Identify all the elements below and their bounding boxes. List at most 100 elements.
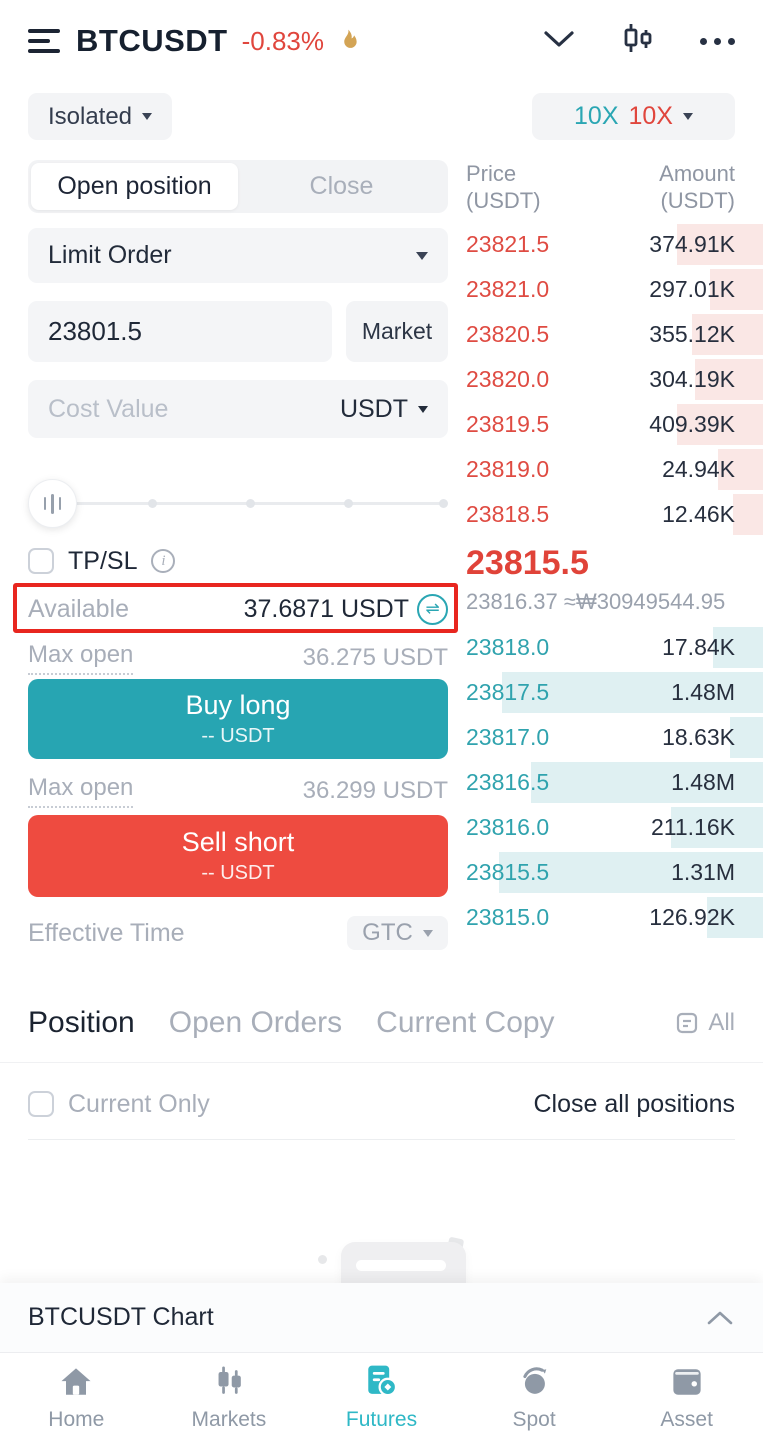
chevron-down-icon xyxy=(682,113,693,120)
slider-handle[interactable] xyxy=(28,479,77,528)
leverage-short-value: 10X xyxy=(628,102,673,130)
cost-input[interactable]: Cost Value USDT xyxy=(28,380,448,438)
list-icon xyxy=(677,1012,698,1034)
depth-bar xyxy=(531,762,763,803)
buy-long-label: Buy long xyxy=(185,690,291,720)
margin-mode-label: Isolated xyxy=(47,102,133,130)
bid-amount: 1.48M xyxy=(671,769,735,795)
tpsl-checkbox[interactable] xyxy=(28,548,54,574)
depth-bar xyxy=(670,807,763,848)
order-type-select[interactable]: Limit Order xyxy=(28,228,448,283)
tpsl-label: TP/SL xyxy=(68,546,138,575)
bid-row[interactable]: 23818.0 17.84K xyxy=(466,625,763,670)
ask-price: 23819.5 xyxy=(466,411,550,437)
amount-slider[interactable] xyxy=(28,479,448,529)
effective-time-label: Effective Time xyxy=(28,918,185,947)
ask-amount: 355.12K xyxy=(649,321,735,347)
home-icon xyxy=(61,1367,91,1395)
asset-wallet-icon xyxy=(673,1368,701,1395)
more-menu-icon[interactable] xyxy=(700,37,735,45)
ask-row[interactable]: 23821.0 297.01K xyxy=(466,267,763,312)
max-open-long-value: 36.275 USDT xyxy=(302,644,448,671)
bid-amount: 211.16K xyxy=(651,814,735,840)
effective-time-select[interactable]: GTC xyxy=(347,916,448,950)
ask-row[interactable]: 23821.5 374.91K xyxy=(466,222,763,267)
sell-short-button[interactable]: Sell short -- USDT xyxy=(28,815,448,897)
ask-row[interactable]: 23819.0 24.94K xyxy=(466,447,763,492)
ask-row[interactable]: 23820.0 304.19K xyxy=(466,357,763,402)
nav-home[interactable]: Home xyxy=(0,1353,153,1440)
bid-row[interactable]: 23815.5 1.31M xyxy=(466,850,763,895)
bid-row[interactable]: 23817.5 1.48M xyxy=(466,670,763,715)
decoration-dot xyxy=(318,1255,327,1264)
close-all-positions-button[interactable]: Close all positions xyxy=(533,1089,736,1118)
buy-long-button[interactable]: Buy long -- USDT xyxy=(28,679,448,759)
index-price: 23816.37 ≈₩30949544.95 xyxy=(466,589,726,614)
last-price: 23815.5 xyxy=(466,544,589,582)
nav-label: Asset xyxy=(660,1407,713,1431)
chevron-up-icon[interactable] xyxy=(705,1309,735,1327)
bid-price: 23816.0 xyxy=(466,814,550,840)
bid-row[interactable]: 23816.5 1.48M xyxy=(466,760,763,805)
ask-price: 23819.0 xyxy=(466,456,550,482)
depth-bar xyxy=(706,897,763,938)
nav-asset[interactable]: Asset xyxy=(610,1353,763,1440)
leverage-long-value: 10X xyxy=(574,102,619,130)
collapse-chevron-icon[interactable] xyxy=(542,29,576,54)
depth-bar xyxy=(730,717,763,758)
tab-close[interactable]: Close xyxy=(309,172,374,200)
slider-tick[interactable] xyxy=(344,499,353,508)
bid-amount: 17.84K xyxy=(662,634,735,660)
depth-bar xyxy=(694,359,763,400)
tab-position[interactable]: Position xyxy=(28,1006,135,1039)
depth-bar xyxy=(718,449,763,490)
amount-header: Amount (USDT) xyxy=(659,161,735,213)
price-value: 23801.5 xyxy=(48,316,142,346)
ask-row[interactable]: 23820.5 355.12K xyxy=(466,312,763,357)
chevron-down-icon xyxy=(142,113,153,120)
nav-markets[interactable]: Markets xyxy=(153,1353,306,1440)
bid-row[interactable]: 23816.0 211.16K xyxy=(466,805,763,850)
price-input[interactable]: 23801.5 xyxy=(28,301,332,362)
bid-price: 23817.0 xyxy=(466,724,550,750)
transfer-swap-icon[interactable]: ⇌ xyxy=(417,593,448,625)
tab-open-position[interactable]: Open position xyxy=(31,163,238,210)
slider-tick[interactable] xyxy=(439,499,448,508)
divider xyxy=(28,1139,735,1140)
leverage-button[interactable]: 10X 10X xyxy=(532,93,735,140)
nav-label: Futures xyxy=(345,1407,418,1431)
menu-icon[interactable] xyxy=(28,29,60,53)
available-label: Available xyxy=(28,594,130,623)
candlestick-chart-icon[interactable] xyxy=(620,21,656,62)
header: BTCUSDT -0.83% xyxy=(28,18,735,64)
bid-row[interactable]: 23815.0 126.92K xyxy=(466,895,763,940)
bottom-navigation: Home Markets Futures xyxy=(0,1352,763,1440)
ask-row[interactable]: 23819.5 409.39K xyxy=(466,402,763,447)
bid-row[interactable]: 23817.0 18.63K xyxy=(466,715,763,760)
bid-amount: 18.63K xyxy=(662,724,735,750)
nav-futures[interactable]: Futures xyxy=(305,1353,458,1440)
nav-spot[interactable]: Spot xyxy=(458,1353,611,1440)
hot-flame-icon xyxy=(334,27,362,55)
market-price-button[interactable]: Market xyxy=(346,301,448,362)
max-open-long-row: Max open 36.275 USDT xyxy=(28,641,448,675)
all-orders-button[interactable]: All xyxy=(674,1009,735,1037)
depth-bar xyxy=(691,314,763,355)
divider xyxy=(0,1062,763,1063)
ask-price: 23821.5 xyxy=(466,231,550,257)
tab-current-copy[interactable]: Current Copy xyxy=(376,1006,555,1039)
margin-mode-button[interactable]: Isolated xyxy=(28,93,172,140)
bid-amount: 1.48M xyxy=(671,679,735,705)
tab-open-orders[interactable]: Open Orders xyxy=(168,1006,343,1039)
last-price-block[interactable]: 23815.5 23816.37 ≈₩30949544.95 xyxy=(466,537,763,625)
current-only-checkbox[interactable] xyxy=(28,1091,54,1117)
ask-amount: 24.94K xyxy=(662,456,735,482)
chart-bottom-sheet[interactable]: BTCUSDT Chart xyxy=(0,1283,763,1352)
ask-row[interactable]: 23818.5 12.46K xyxy=(466,492,763,537)
change-percent: -0.83% xyxy=(241,25,324,56)
info-icon[interactable]: i xyxy=(151,549,176,573)
cost-unit-select[interactable]: USDT xyxy=(340,395,428,424)
slider-tick[interactable] xyxy=(148,499,157,508)
slider-tick[interactable] xyxy=(246,499,255,508)
